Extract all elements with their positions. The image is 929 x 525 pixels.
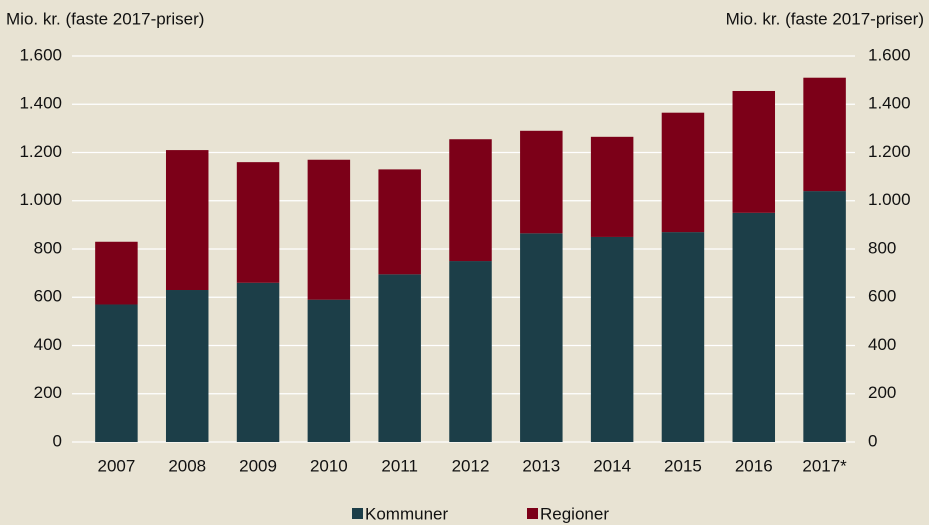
y2-tick-label: 800 <box>868 238 896 257</box>
x-tick-label: 2013 <box>522 456 560 475</box>
y2-axis-title: Mio. kr. (faste 2017-priser) <box>726 9 924 28</box>
x-tick-label: 2012 <box>452 456 490 475</box>
x-tick-label: 2011 <box>381 456 418 475</box>
bar-segment <box>236 282 280 442</box>
bar-segment <box>449 139 492 262</box>
bar-segment <box>661 112 705 233</box>
x-tick-label: 2008 <box>168 456 206 475</box>
bar-segment <box>449 261 492 442</box>
bar-segment <box>590 236 634 442</box>
bar-segment <box>95 241 138 305</box>
bar-segment <box>732 90 776 213</box>
bar-segment <box>378 274 421 442</box>
y2-tick-label: 1.400 <box>868 94 911 113</box>
legend-swatch <box>352 508 363 519</box>
bar-segment <box>661 232 705 442</box>
x-tick-label: 2015 <box>664 456 702 475</box>
x-tick-label: 2014 <box>593 456 631 475</box>
legend-swatch <box>527 508 538 519</box>
bar-segment <box>803 77 846 192</box>
x-tick-label: 2007 <box>97 456 135 475</box>
y-tick-label: 1.200 <box>19 142 62 161</box>
y-tick-label: 0 <box>53 431 62 450</box>
bar-segment <box>732 212 776 442</box>
y-tick-label: 1.000 <box>19 190 62 209</box>
y-tick-label: 800 <box>34 238 62 257</box>
legend-label: Kommuner <box>365 504 448 523</box>
legend-label: Regioner <box>540 504 609 523</box>
y2-tick-label: 1.600 <box>868 45 911 64</box>
y2-tick-label: 200 <box>868 383 896 402</box>
bar-segment <box>95 304 138 442</box>
y-axis-title: Mio. kr. (faste 2017-priser) <box>6 9 204 28</box>
bar-segment <box>520 130 563 234</box>
bar-segment <box>165 290 209 442</box>
y-tick-label: 1.600 <box>19 45 62 64</box>
bar-segment <box>165 150 209 291</box>
bar-segment <box>307 299 351 442</box>
y-tick-label: 200 <box>34 383 62 402</box>
y-tick-label: 1.400 <box>19 94 62 113</box>
bar-segment <box>520 233 563 442</box>
x-tick-label: 2010 <box>310 456 348 475</box>
y-tick-label: 400 <box>34 335 62 354</box>
bar-segment <box>590 136 634 237</box>
bar-segment <box>236 162 280 283</box>
y2-tick-label: 0 <box>868 431 877 450</box>
x-tick-label: 2016 <box>735 456 773 475</box>
x-tick-label: 2017* <box>802 456 847 475</box>
y-tick-label: 600 <box>34 287 62 306</box>
bar-segment <box>378 169 421 275</box>
x-tick-label: 2009 <box>239 456 277 475</box>
y2-tick-label: 1.000 <box>868 190 911 209</box>
y2-tick-label: 600 <box>868 287 896 306</box>
bar-segment <box>803 191 846 442</box>
y2-tick-label: 400 <box>868 335 896 354</box>
bar-segment <box>307 159 351 300</box>
y2-tick-label: 1.200 <box>868 142 911 161</box>
